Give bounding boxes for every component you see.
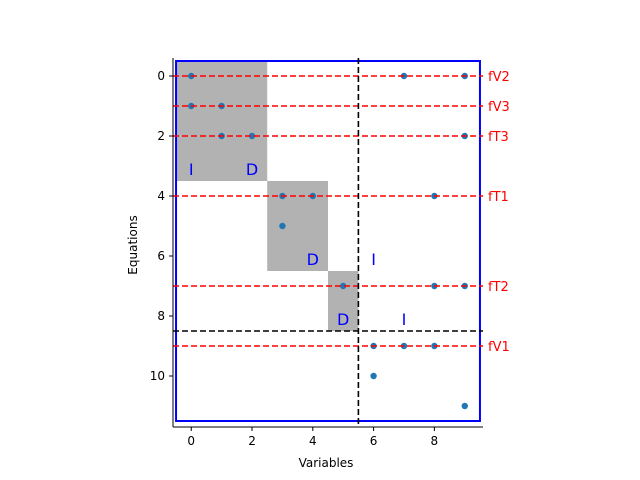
blue-frame <box>175 60 481 422</box>
y-tick-label-2: 2 <box>157 129 165 143</box>
equation-label-fV2: fV2 <box>488 70 510 85</box>
block-label-1: I <box>189 160 194 179</box>
block-label-6: I <box>402 310 407 329</box>
data-point-19 <box>370 372 377 380</box>
equation-label-fV3: fV3 <box>488 100 510 115</box>
x-tick-label-8: 8 <box>431 434 439 448</box>
block-label-4: I <box>371 250 376 269</box>
data-point-20 <box>461 402 468 410</box>
frame-rect <box>175 60 481 422</box>
equation-label-fT3: fT3 <box>488 130 509 145</box>
block-label-2: D <box>246 160 258 179</box>
y-tick-label-10: 10 <box>150 369 165 383</box>
block-label-5: D <box>337 310 349 329</box>
equation-label-fT1: fT1 <box>488 190 509 205</box>
split-lines <box>173 58 483 427</box>
data-point-13 <box>339 282 347 290</box>
shaded-block-3 <box>328 271 359 331</box>
x-tick-label-0: 0 <box>187 434 195 448</box>
x-tick-label-4: 4 <box>309 434 317 448</box>
equation-label-fT2: fT2 <box>488 280 509 295</box>
y-tick-label-8: 8 <box>157 309 165 323</box>
data-point-12 <box>279 222 286 230</box>
y-tick-label-0: 0 <box>157 69 165 83</box>
equation-lines: fV2 fV3 fT3 fT1 fT2 fV1 <box>173 70 510 355</box>
equation-label-fV1: fV1 <box>488 340 510 355</box>
block-labels: I D D I D I <box>189 160 406 329</box>
x-tick-label-6: 6 <box>370 434 378 448</box>
block-label-3: D <box>307 250 319 269</box>
shaded-block-1 <box>176 61 268 181</box>
x-tick-label-2: 2 <box>248 434 256 448</box>
y-tick-label-6: 6 <box>157 249 165 263</box>
y-tick-label-4: 4 <box>157 189 165 203</box>
data-point-7 <box>248 132 256 140</box>
y-axis-label: Equations <box>126 215 140 274</box>
x-axis-label: Variables <box>299 456 354 470</box>
axes: 0 2 4 6 8 0 2 4 6 8 10 <box>150 58 483 448</box>
